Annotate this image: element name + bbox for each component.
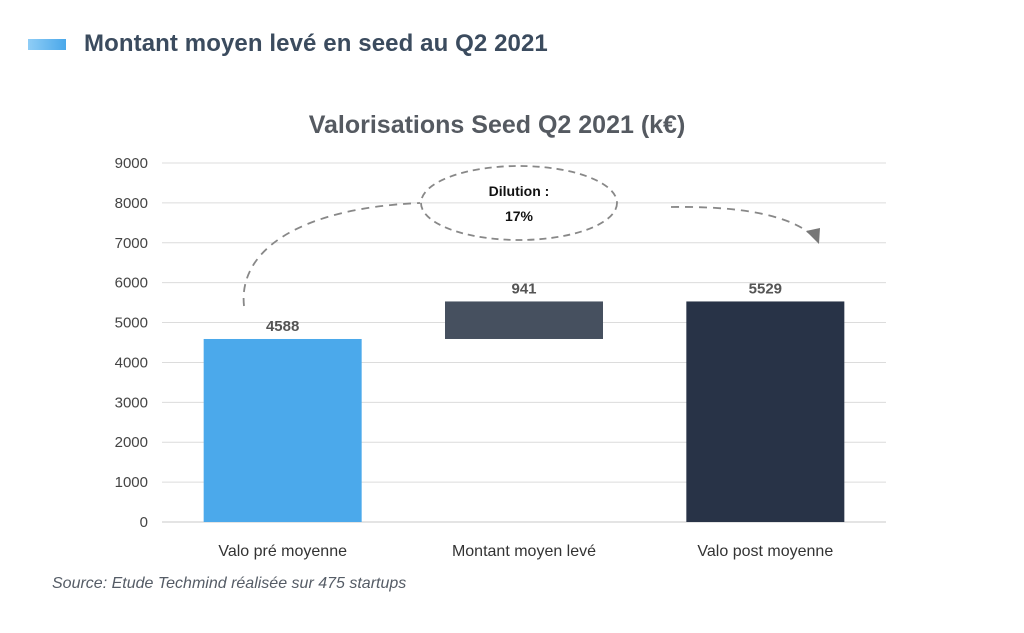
y-tick-label: 4000 <box>115 354 148 371</box>
dilution-label: Dilution : <box>489 183 550 199</box>
x-tick-label: Montant moyen levé <box>452 543 596 560</box>
data-label: 941 <box>511 280 536 297</box>
y-tick-label: 1000 <box>115 474 148 491</box>
bar <box>445 301 603 339</box>
data-label: 5529 <box>749 280 782 297</box>
header-title: Montant moyen levé en seed au Q2 2021 <box>84 30 548 57</box>
dilution-annotation: Dilution : 17% <box>242 165 820 307</box>
dilution-arc-right <box>670 206 814 237</box>
y-tick-label: 7000 <box>115 235 148 252</box>
dilution-value: 17% <box>505 208 534 224</box>
dilution-ellipse <box>420 165 618 241</box>
chart-title: Valorisations Seed Q2 2021 (k€) <box>309 111 686 139</box>
y-tick-label: 8000 <box>115 195 148 212</box>
y-tick-label: 5000 <box>115 315 148 332</box>
x-tick-label: Valo post moyenne <box>697 543 833 560</box>
section-header: Montant moyen levé en seed au Q2 2021 <box>28 30 548 58</box>
y-tick-label: 3000 <box>115 394 148 411</box>
data-label: 4588 <box>266 318 299 335</box>
y-tick-label: 0 <box>140 514 148 531</box>
dilution-arc-left <box>242 202 421 307</box>
y-tick-label: 2000 <box>115 434 148 451</box>
source-note: Source: Etude Techmind réalisée sur 475 … <box>52 575 407 592</box>
bar <box>686 301 845 522</box>
dilution-arrowhead-icon <box>806 228 820 244</box>
y-tick-label: 6000 <box>115 275 148 292</box>
bar-layer: 4588 Valo pré moyenne 941 Montant moyen lev… <box>203 280 845 560</box>
header-marker <box>28 38 66 50</box>
y-tick-label: 9000 <box>115 155 148 172</box>
x-tick-label: Valo pré moyenne <box>218 543 347 560</box>
bar <box>203 338 362 522</box>
